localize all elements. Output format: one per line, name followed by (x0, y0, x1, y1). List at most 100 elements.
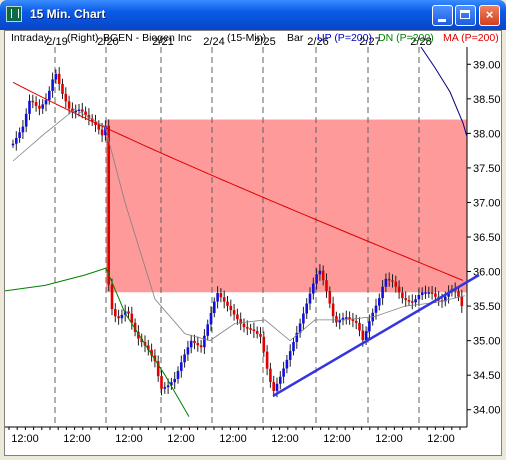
candle-body (140, 338, 143, 343)
minimize-button[interactable] (432, 5, 453, 26)
date-label: 2/20 (97, 36, 118, 48)
header-interval: (15-Min) (227, 32, 267, 44)
candle-body (170, 382, 173, 386)
candle-body (229, 305, 233, 311)
candle-body (87, 114, 91, 119)
header-up-label: UP (P=200) (317, 32, 372, 44)
candle-body (430, 292, 434, 294)
time-label: 12:00 (63, 433, 91, 445)
time-label: 12:00 (115, 433, 143, 445)
candle-body (54, 73, 58, 80)
time-label: 12:00 (219, 433, 247, 445)
date-label: 2/21 (152, 36, 173, 48)
candle-body (348, 317, 351, 320)
candle-body (110, 284, 114, 310)
candle-body (180, 362, 183, 371)
candle-body (156, 361, 160, 377)
candle-body (275, 383, 279, 391)
candle-body (351, 319, 355, 322)
candle-body (414, 299, 417, 303)
candle-body (137, 331, 140, 339)
candle-body (153, 355, 157, 362)
candle-body (24, 113, 28, 127)
candle-body (130, 313, 134, 323)
candle-body (199, 345, 203, 348)
candle-body (114, 309, 117, 317)
candle-body (315, 274, 318, 284)
candle-body (41, 104, 44, 109)
candle-body (321, 270, 325, 281)
candle-body (236, 314, 239, 320)
candle-body (447, 292, 450, 297)
candle-body (189, 340, 193, 348)
candle-body (249, 328, 252, 330)
header-scale-side: (Right) (67, 32, 99, 44)
candle-body (265, 351, 269, 369)
candle-body (292, 342, 295, 352)
candle-body (127, 311, 130, 314)
time-label: 12:00 (427, 433, 455, 445)
candle-body (232, 310, 236, 315)
candle-body (335, 316, 338, 323)
chart-app-icon (6, 6, 22, 22)
candle-body (252, 329, 256, 332)
candle-body (312, 283, 315, 294)
candle-body (242, 323, 246, 328)
dn-band-line (5, 267, 190, 417)
candle-body (28, 100, 31, 114)
candle-body (262, 336, 266, 352)
candle-body (259, 333, 262, 337)
price-tick-label: 34.50 (473, 370, 501, 382)
candle-body (308, 293, 312, 304)
candle-body (328, 291, 332, 304)
price-chart[interactable]: 2/19 2/20 2/21 2/24 2/25 2/26 2/27 2/28 34.00 34.… (5, 31, 501, 455)
header-dn-label: DN (P=200) (378, 32, 434, 44)
candle-body (38, 105, 41, 109)
window-title: 15 Min. Chart (30, 7, 106, 21)
candle-body (81, 109, 84, 112)
price-tick-label: 37.50 (473, 163, 501, 175)
candle-body (407, 300, 411, 302)
candle-body (71, 108, 74, 113)
candle-body (272, 381, 275, 391)
candle-body (345, 317, 348, 319)
candle-body (255, 331, 259, 334)
candle-body (61, 83, 64, 94)
price-tick-label: 36.50 (473, 232, 501, 244)
candle-body (186, 347, 190, 355)
close-button[interactable]: × (479, 5, 500, 26)
candle-body (48, 90, 51, 101)
candle-body (394, 281, 398, 287)
candle-body (358, 322, 361, 331)
candle-body (387, 278, 391, 281)
candle-body (206, 324, 209, 336)
shaded-price-zone (106, 119, 467, 293)
candle-body (196, 343, 200, 346)
candle-body (133, 322, 137, 332)
candle-body (338, 320, 341, 323)
header-symbol: BGEN - Biogen Inc (103, 32, 192, 44)
candle-body (411, 301, 414, 303)
candle-body (51, 79, 54, 91)
candle-body (120, 314, 124, 319)
moving-average-line (12, 81, 464, 281)
candle-body (404, 298, 407, 301)
candle-body (97, 124, 101, 130)
candle-body (391, 280, 394, 282)
short-average-line (12, 108, 466, 342)
candle-body (57, 73, 61, 84)
candle-body (90, 118, 94, 122)
chart-panel[interactable]: 2/19 2/20 2/21 2/24 2/25 2/26 2/27 2/28 34.00 34.… (4, 30, 502, 456)
time-label: 12:00 (323, 433, 351, 445)
price-tick-label: 34.00 (473, 405, 501, 417)
candle-body (150, 349, 153, 356)
candle-body (246, 327, 249, 329)
candle-body (325, 280, 328, 292)
candle-body (67, 101, 71, 109)
title-bar[interactable]: 15 Min. Chart × (0, 0, 506, 30)
candle-body (397, 286, 401, 293)
candle-body (424, 292, 427, 294)
maximize-button[interactable] (455, 5, 476, 26)
candle-body (318, 270, 322, 275)
